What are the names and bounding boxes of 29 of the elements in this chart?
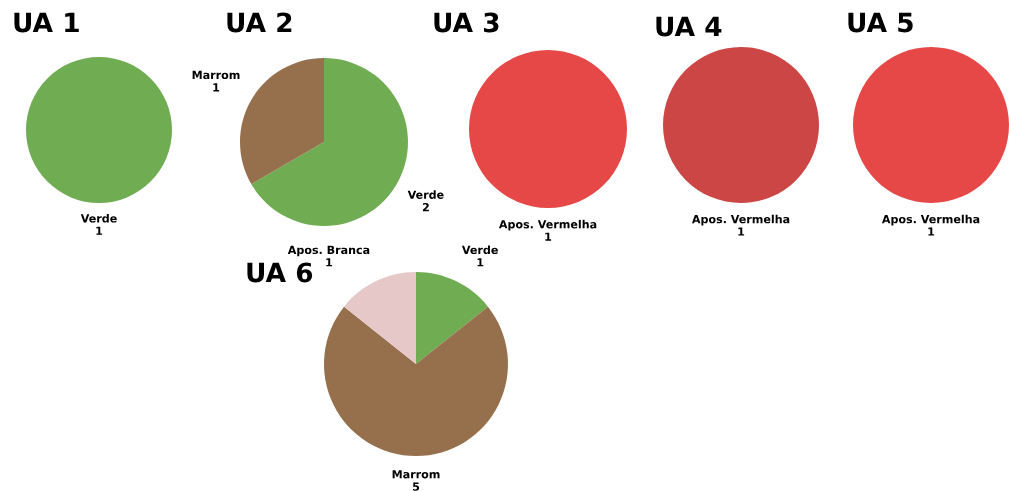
slice-label: Apos. Vermelha xyxy=(691,214,790,226)
pie-slice xyxy=(251,58,408,226)
text: UA 6 xyxy=(247,262,313,283)
data-label: 1 xyxy=(96,226,103,235)
pie-slice xyxy=(324,306,508,456)
slice-label: Apos. Vermelha xyxy=(498,219,597,231)
pie-slice xyxy=(240,58,324,184)
pie-slice xyxy=(344,272,416,364)
data-label: 5 xyxy=(412,482,420,491)
slice-label: Marrom xyxy=(192,70,240,80)
slice-label: Marrom xyxy=(392,470,440,479)
chart-title: UA 2 xyxy=(227,12,292,33)
data-label: 1 xyxy=(738,227,745,236)
data-label: 1 xyxy=(477,258,484,267)
data-label: 1 xyxy=(928,227,935,236)
chart-title: UA 3 xyxy=(434,12,499,33)
pie-slice xyxy=(416,272,488,364)
data-label: 1 xyxy=(326,258,333,267)
data-label: 1 xyxy=(545,232,552,241)
chart-title: UA 5 xyxy=(848,12,913,33)
data-label: 1 xyxy=(213,83,220,92)
slice-label: Verde xyxy=(407,190,444,199)
slice-label: Apos. Vermelha xyxy=(881,214,980,226)
chart-title: UA 1 xyxy=(14,12,79,33)
chart-title: UA 4 xyxy=(656,16,722,37)
slice-label: Verde xyxy=(80,213,117,223)
slice-label: Apos. Branca xyxy=(287,245,370,257)
slice-label: Verde xyxy=(461,245,498,255)
data-label: 2 xyxy=(422,202,429,212)
